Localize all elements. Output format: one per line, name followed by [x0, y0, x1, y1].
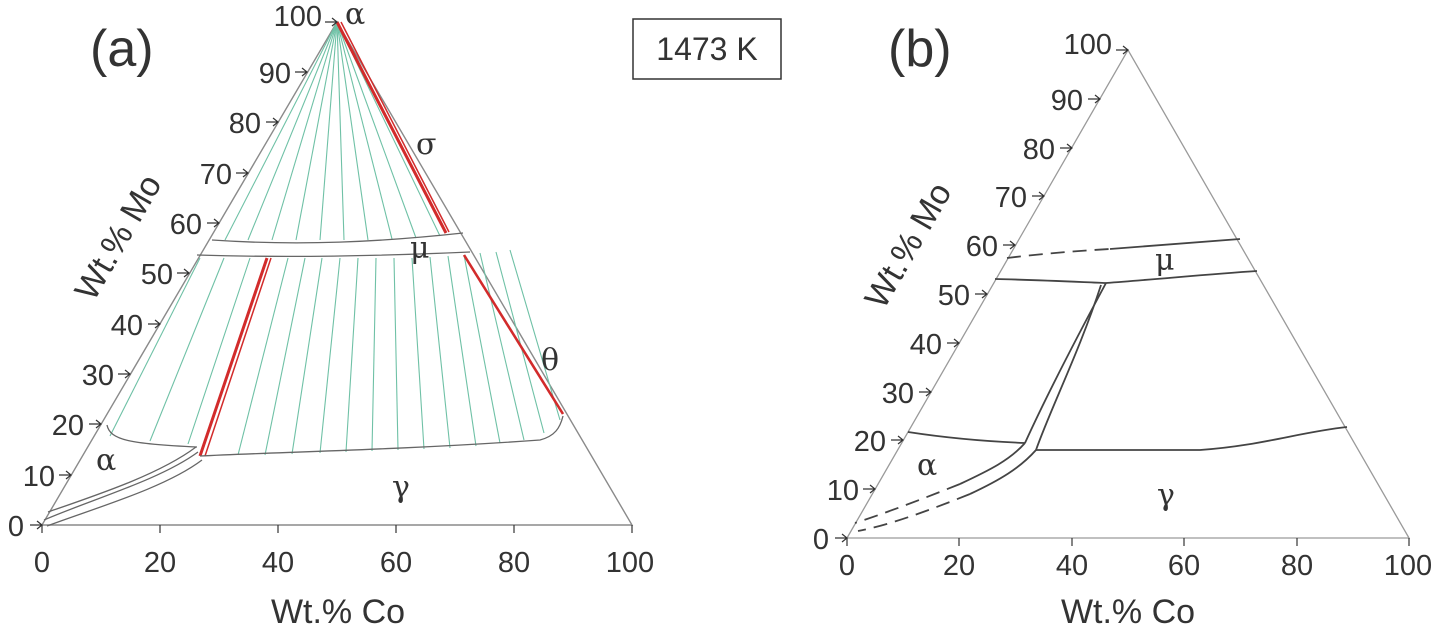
- phase-label-sigma: σ: [416, 127, 436, 162]
- panel-a-y-tick: 100: [274, 1, 322, 33]
- panel-a-x-axis-label: Wt.% Co: [271, 593, 405, 631]
- panel-b-y-tick: 0: [813, 524, 829, 556]
- panel-a-triangle: [40, 20, 634, 526]
- panel-b-y-tick: 50: [938, 280, 970, 312]
- panel-b-y-tick: 30: [882, 378, 914, 410]
- panel-a-y-tick: 10: [23, 461, 55, 493]
- panel-a-y-tick: 60: [170, 209, 202, 241]
- panel-b-ticks: [835, 45, 1410, 546]
- panel-a-y-tick-labels: 0 10 20 30 40 50 60 70 80 90 100: [8, 1, 322, 543]
- panel-b-y-tick: 40: [910, 329, 942, 361]
- panel-a: 0 20 40 60 80 100 0 10 20 30 40 50 60 70…: [8, 0, 654, 631]
- panel-a-tie-lines-lower: [109, 249, 561, 456]
- panel-b-x-tick: 0: [839, 550, 855, 582]
- panel-b-phase-labels: μ α γ: [917, 243, 1175, 513]
- phase-label-mu: μ: [410, 231, 430, 266]
- panel-b-x-tick-labels: 0 20 40 60 80 100: [839, 550, 1432, 582]
- phase-label-alpha-top: α: [345, 0, 365, 32]
- panel-a-y-tick: 90: [259, 58, 291, 90]
- panel-b-x-tick: 80: [1281, 550, 1313, 582]
- panel-a-y-tick: 70: [200, 159, 232, 191]
- panel-b-x-tick: 100: [1384, 550, 1432, 582]
- panel-a-x-tick: 0: [34, 547, 50, 579]
- panel-b-y-tick: 100: [1064, 29, 1112, 61]
- panel-b-y-tick: 70: [995, 182, 1027, 214]
- panel-b-dashed-lines: [854, 248, 1111, 532]
- panel-a-tie-lines-upper: [224, 21, 441, 241]
- panel-a-y-tick: 0: [8, 511, 24, 543]
- phase-label-gamma: γ: [1157, 478, 1175, 513]
- phase-label-alpha-left: α: [96, 443, 116, 478]
- panel-a-y-tick: 80: [229, 108, 261, 140]
- panel-a-x-tick: 60: [380, 547, 412, 579]
- panel-b-y-tick: 10: [827, 475, 859, 507]
- temperature-label: 1473 K: [656, 31, 757, 67]
- panel-b-y-tick: 60: [966, 231, 998, 263]
- panel-a-y-tick: 50: [141, 259, 173, 291]
- panel-b: 0 20 40 60 80 100 0 10 20 30 40 50 60 70…: [813, 20, 1432, 631]
- panel-a-phase-boundaries: [43, 232, 564, 527]
- panel-b-x-tick: 60: [1168, 550, 1200, 582]
- panel-a-y-tick: 30: [82, 360, 114, 392]
- panel-a-y-tick: 20: [52, 410, 84, 442]
- panel-b-y-tick: 80: [1023, 134, 1055, 166]
- panel-a-ticks: [30, 17, 633, 533]
- panel-a-x-tick-labels: 0 20 40 60 80 100: [34, 547, 654, 579]
- panel-b-x-axis-label: Wt.% Co: [1061, 593, 1195, 631]
- panel-a-x-tick: 20: [144, 547, 176, 579]
- panel-a-x-tick: 40: [262, 547, 294, 579]
- panel-b-x-tick: 40: [1056, 550, 1088, 582]
- panel-b-y-tick-labels: 0 10 20 30 40 50 60 70 80 90 100: [813, 29, 1112, 556]
- panel-a-red-lines: [198, 21, 565, 457]
- panel-a-phase-labels: α σ μ θ α γ: [96, 0, 559, 505]
- panel-a-y-tick: 40: [111, 310, 143, 342]
- panel-b-y-tick: 20: [854, 426, 886, 458]
- panel-b-phase-boundaries: [907, 238, 1348, 495]
- panel-b-y-tick: 90: [1051, 85, 1083, 117]
- temperature-box: 1473 K: [632, 18, 782, 80]
- panel-a-x-tick: 80: [498, 547, 530, 579]
- panel-a-label: (a): [90, 20, 154, 78]
- phase-label-theta: θ: [541, 343, 559, 378]
- phase-label-gamma: γ: [392, 470, 410, 505]
- phase-label-alpha: α: [917, 448, 937, 483]
- phase-label-mu: μ: [1155, 243, 1175, 278]
- panel-b-label: (b): [888, 20, 952, 78]
- panel-a-x-tick: 100: [606, 547, 654, 579]
- panel-b-x-tick: 20: [943, 550, 975, 582]
